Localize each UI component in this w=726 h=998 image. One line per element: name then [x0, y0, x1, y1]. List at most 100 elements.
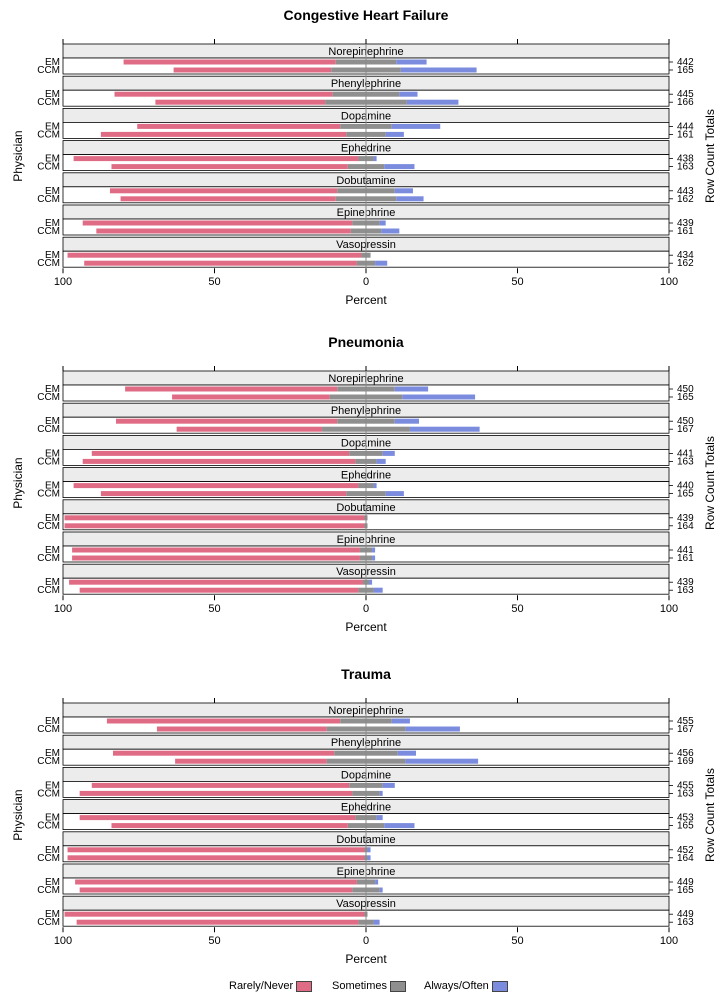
bar-always-often — [373, 156, 377, 162]
x-axis-label: Percent — [345, 952, 387, 966]
bar-always-often — [394, 386, 429, 392]
bar-always-often — [367, 855, 371, 861]
row-count-total: 439 — [677, 218, 694, 229]
row-count-total: 162 — [677, 258, 694, 269]
chart-title: Congestive Heart Failure — [284, 7, 449, 23]
physician-label: CCM — [37, 424, 60, 435]
row-count-total: 165 — [677, 65, 694, 76]
row-count-total: 438 — [677, 154, 694, 165]
bar-always-often — [394, 418, 420, 424]
row-count-total: 167 — [677, 424, 694, 435]
row-count-total: 165 — [677, 821, 694, 832]
bar-always-often — [396, 59, 427, 65]
physician-label: CCM — [37, 885, 60, 896]
physician-label: CCM — [37, 788, 60, 799]
physician-label: CCM — [37, 65, 60, 76]
bar-always-often — [373, 919, 380, 925]
y-axis-label: Physician — [11, 789, 25, 840]
physician-label: CCM — [37, 194, 60, 205]
bar-always-often — [376, 458, 386, 464]
row-count-total: 442 — [677, 57, 694, 68]
bar-rarely-never — [111, 164, 348, 170]
physician-label: EM — [45, 250, 60, 261]
x-tick-label: 0 — [363, 276, 369, 288]
bar-rarely-never — [67, 847, 365, 853]
bar-rarely-never — [123, 59, 336, 65]
bar-rarely-never — [82, 220, 353, 226]
bar-always-often — [375, 260, 388, 266]
bar-always-often — [372, 555, 376, 561]
physician-label: CCM — [37, 392, 60, 403]
row-count-total: 444 — [677, 121, 694, 132]
bar-rarely-never — [173, 67, 332, 73]
bar-rarely-never — [67, 855, 365, 861]
row-count-total: 163 — [677, 585, 694, 596]
bar-rarely-never — [172, 394, 330, 400]
legend-swatch-rarely — [296, 980, 313, 992]
bar-always-often — [402, 394, 476, 400]
physician-label: CCM — [37, 756, 60, 767]
physician-label: CCM — [37, 585, 60, 596]
bar-always-often — [391, 123, 441, 129]
physician-label: CCM — [37, 521, 60, 532]
legend-label-always: Always/Often — [424, 980, 489, 992]
bar-rarely-never — [72, 547, 360, 553]
chart-title: Pneumonia — [328, 334, 404, 350]
bar-rarely-never — [67, 252, 362, 258]
bar-rarely-never — [106, 718, 341, 724]
right-axis-label: Row Count Totals — [703, 768, 717, 862]
x-tick-label: 100 — [660, 603, 678, 615]
physician-label: CCM — [37, 489, 60, 500]
row-count-total: 163 — [677, 917, 694, 928]
row-count-total: 166 — [677, 97, 694, 108]
x-tick-label: 100 — [54, 603, 72, 615]
x-tick-label: 0 — [363, 603, 369, 615]
bar-always-often — [397, 750, 416, 756]
bar-always-often — [373, 587, 383, 593]
physician-label: CCM — [37, 553, 60, 564]
x-tick-label: 50 — [208, 276, 220, 288]
bar-rarely-never — [112, 750, 335, 756]
bar-always-often — [375, 879, 379, 885]
bar-rarely-never — [137, 123, 341, 129]
physician-label: CCM — [37, 258, 60, 269]
bar-rarely-never — [156, 726, 327, 732]
bar-always-often — [405, 758, 479, 764]
physician-label: EM — [45, 186, 60, 197]
row-count-total: 445 — [677, 89, 694, 100]
right-axis-label: Row Count Totals — [703, 436, 717, 530]
physician-label: EM — [45, 384, 60, 395]
row-count-total: 163 — [677, 162, 694, 173]
row-count-total: 162 — [677, 194, 694, 205]
right-axis-label: Row Count Totals — [703, 109, 717, 203]
x-tick-label: 50 — [208, 603, 220, 615]
x-tick-label: 50 — [511, 276, 523, 288]
row-count-total: 443 — [677, 186, 694, 197]
legend-label-sometimes: Sometimes — [332, 980, 388, 992]
row-count-total: 449 — [677, 909, 694, 920]
physician-label: CCM — [37, 724, 60, 735]
bar-rarely-never — [76, 919, 359, 925]
x-tick-label: 100 — [54, 276, 72, 288]
bar-rarely-never — [114, 91, 333, 97]
bar-always-often — [373, 483, 377, 489]
row-count-total: 161 — [677, 553, 694, 564]
row-count-total: 449 — [677, 877, 694, 888]
bar-rarely-never — [155, 99, 326, 105]
likert-chart: Congestive Heart FailureNorepinephrineEM… — [11, 7, 717, 966]
row-count-total: 161 — [677, 226, 694, 237]
bar-rarely-never — [79, 815, 356, 821]
legend-swatch-always — [491, 980, 508, 992]
legend-label-rarely: Rarely/Never — [229, 980, 294, 992]
x-tick-label: 100 — [54, 935, 72, 947]
physician-label: EM — [45, 909, 60, 920]
y-axis-label: Physician — [11, 457, 25, 508]
bar-rarely-never — [64, 515, 365, 521]
physician-label: CCM — [37, 917, 60, 928]
row-count-total: 167 — [677, 724, 694, 735]
row-count-total: 163 — [677, 788, 694, 799]
x-tick-label: 100 — [660, 935, 678, 947]
bar-rarely-never — [79, 587, 359, 593]
bar-always-often — [376, 815, 383, 821]
physician-label: CCM — [37, 226, 60, 237]
